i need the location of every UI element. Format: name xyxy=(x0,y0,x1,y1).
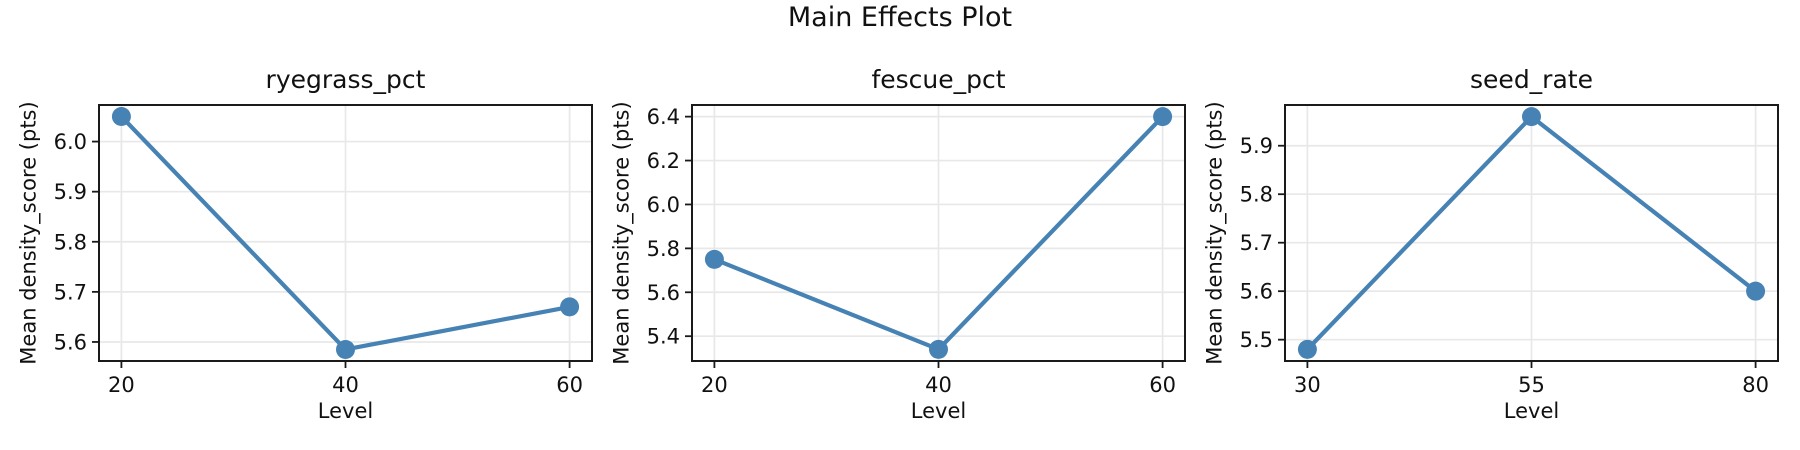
data-point xyxy=(336,339,355,359)
x-tick-label: 60 xyxy=(1149,373,1176,397)
x-axis-label: Level xyxy=(910,399,967,423)
y-tick-label: 5.7 xyxy=(1240,231,1273,255)
x-tick-label: 55 xyxy=(1518,373,1545,397)
figure-suptitle: Main Effects Plot xyxy=(787,2,1013,33)
x-tick-label: 40 xyxy=(925,373,952,397)
data-point xyxy=(1746,281,1766,301)
y-tick-label: 5.6 xyxy=(1240,280,1273,304)
y-tick-label: 5.9 xyxy=(54,180,87,204)
subplot-fescue-pct: fescue_pct Mean density_score (pts) 20 40… xyxy=(592,0,1205,450)
y-tick-label: 5.6 xyxy=(647,281,680,305)
y-tick-label: 5.6 xyxy=(54,330,87,354)
x-axis-label: Level xyxy=(317,399,374,423)
subplot-title: ryegrass_pct xyxy=(265,65,426,94)
y-tick-label: 6.0 xyxy=(647,193,680,217)
subplot-title: fescue_pct xyxy=(871,65,1006,94)
chart-canvas-fescue-pct: 20 40 60 5.4 5.6 5.8 6.0 6.2 6.4 xyxy=(647,104,1186,397)
x-axis-label: Level xyxy=(1503,399,1560,423)
x-tick-label: 80 xyxy=(1742,373,1769,397)
x-tick-label: 20 xyxy=(701,373,728,397)
data-point xyxy=(1297,339,1317,359)
y-tick-label: 6.2 xyxy=(647,149,680,173)
y-tick-label: 5.8 xyxy=(54,230,87,254)
y-tick-label: 5.8 xyxy=(647,237,680,261)
y-tick-label: 5.8 xyxy=(1240,183,1273,207)
chart-canvas-ryegrass-pct: 20 40 60 5.6 5.7 5.8 5.9 6.0 xyxy=(54,104,593,397)
subplot-title: seed_rate xyxy=(1470,65,1593,94)
subplot-ryegrass-pct: ryegrass_pct Mean density_score (pts) 20… xyxy=(0,0,612,450)
data-point xyxy=(929,339,948,359)
subplot-seed-rate: seed_rate Mean density_score (pts) 30 55 8… xyxy=(1185,0,1798,450)
x-tick-label: 60 xyxy=(556,373,583,397)
data-point xyxy=(111,107,131,127)
y-tick-label: 6.0 xyxy=(54,130,87,154)
data-point xyxy=(704,249,724,269)
data-point xyxy=(1522,107,1541,127)
y-tick-label: 5.4 xyxy=(647,325,680,349)
x-tick-label: 40 xyxy=(332,373,359,397)
y-tick-label: 5.5 xyxy=(1240,328,1273,352)
x-tick-label: 20 xyxy=(108,373,135,397)
x-tick-label: 30 xyxy=(1294,373,1321,397)
y-tick-label: 5.9 xyxy=(1240,134,1273,158)
y-tick-label: 6.4 xyxy=(647,105,680,129)
data-point xyxy=(560,297,580,317)
chart-canvas-seed-rate: 30 55 80 5.5 5.6 5.7 5.8 5.9 xyxy=(1240,104,1779,397)
y-tick-label: 5.7 xyxy=(54,280,87,304)
data-point xyxy=(1153,107,1173,127)
